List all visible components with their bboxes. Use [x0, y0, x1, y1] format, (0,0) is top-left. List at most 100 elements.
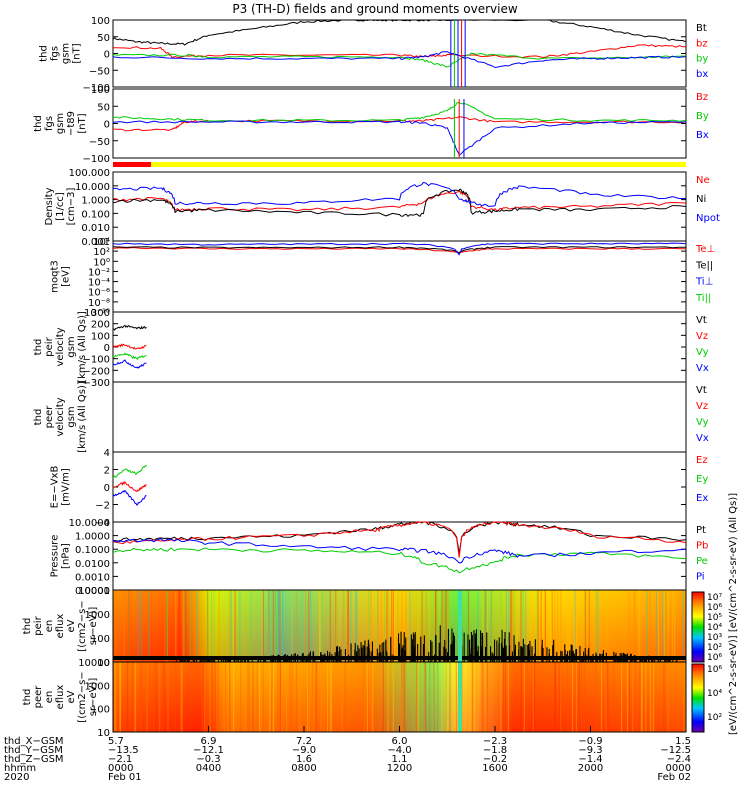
- spectrogram-streak: [291, 590, 293, 662]
- spectrogram-streak: [435, 590, 437, 662]
- spectrogram-streak: [455, 662, 457, 732]
- spectrogram-streak: [320, 590, 322, 662]
- series-p3-Npot: [112, 181, 686, 207]
- spectrogram-streak: [415, 662, 418, 732]
- spectrogram-streak: [600, 662, 603, 732]
- spectrogram-streak: [480, 662, 483, 732]
- ytick-p1: 50: [97, 33, 110, 44]
- colorbar-tick: 10⁷: [707, 593, 722, 603]
- series-p2-By: [112, 101, 687, 122]
- spectrogram-streak: [639, 662, 641, 732]
- ytick-p8: 0.0001: [75, 586, 110, 597]
- spectrogram-streak: [372, 662, 374, 732]
- spectrogram-streak: [645, 662, 647, 732]
- spectrogram-streak: [432, 662, 435, 732]
- spectrogram-streak: [505, 590, 508, 662]
- spectrogram-streak: [185, 590, 187, 662]
- spectrogram-streak: [597, 590, 599, 662]
- ytick-p8: 1.0000: [75, 532, 110, 543]
- ylabel-p5: gsm: [66, 336, 77, 357]
- spectrogram-streak: [189, 590, 191, 662]
- spectrogram-noise: [420, 636, 422, 662]
- spectrogram-streak: [289, 662, 291, 732]
- spectrogram-streak: [651, 662, 653, 732]
- spectrogram-streak: [296, 590, 298, 662]
- spectrogram-shade: [113, 662, 686, 732]
- spectrogram-noise: [413, 646, 415, 662]
- spectrogram-streak: [203, 662, 205, 732]
- ytick-p4: 10²: [93, 247, 110, 258]
- colorbar-label: [eV/(cm^2-s-sr-eV)] [eV/(cm^2-s-sr-eV) (…: [728, 493, 739, 735]
- spectrogram-streak: [486, 590, 488, 662]
- spectrogram-streak: [567, 590, 569, 662]
- ylabel-p9: peir: [33, 615, 44, 635]
- spectrogram-streak: [595, 662, 597, 732]
- spectrogram-streak: [551, 590, 553, 662]
- ytick-p4: 10⁻⁶: [88, 288, 110, 299]
- series-p5-Vz: [112, 343, 147, 350]
- spectrogram-streak: [484, 590, 486, 662]
- spectrogram-streak: [166, 590, 168, 662]
- spectrogram-streak: [559, 662, 562, 732]
- footer-row-label: thd_Z−GSM: [4, 754, 64, 765]
- spectrogram-streak: [280, 662, 282, 732]
- spectrogram-streak: [447, 590, 449, 662]
- spectrogram-streak: [417, 662, 419, 732]
- spectrogram-streak: [149, 662, 151, 732]
- spectrogram-streak: [413, 662, 415, 732]
- spectrogram-noise: [422, 644, 424, 662]
- spectrogram-streak: [665, 590, 667, 662]
- spectrogram-streak: [295, 662, 298, 732]
- series-p4-Ti⊥: [112, 242, 687, 256]
- spectrogram-streak: [419, 662, 421, 732]
- spectrogram-noise: [485, 647, 487, 662]
- spectrogram-streak: [485, 590, 487, 662]
- spectrogram-streak: [140, 662, 142, 732]
- spectrogram-streak: [584, 590, 586, 662]
- footer-value-z: −0.3: [196, 754, 220, 765]
- spectrogram-noise: [570, 644, 572, 662]
- spectrogram-streak: [447, 662, 449, 732]
- spectrogram-streak: [382, 662, 384, 732]
- spectrogram-streak: [119, 662, 121, 732]
- ylabel-p10: [(cm2−s−: [77, 671, 88, 722]
- spectrogram-streak: [134, 662, 137, 732]
- spectrogram-streak: [326, 662, 329, 732]
- spectrogram-streak: [520, 590, 522, 662]
- spectrogram-streak: [370, 662, 372, 732]
- spectrogram-streak: [658, 590, 660, 662]
- spectrogram-streak: [525, 590, 527, 662]
- spectrogram-streak: [404, 662, 406, 732]
- spectrogram-streak: [433, 662, 435, 732]
- spectrogram-streak: [272, 590, 274, 662]
- spectrogram-streak: [423, 662, 426, 732]
- spectrogram-streak: [540, 590, 542, 662]
- spectrogram-streak: [217, 662, 219, 732]
- spectrogram-streak: [667, 662, 669, 732]
- spectrogram-noise: [371, 641, 373, 662]
- spectrogram-streak: [402, 662, 404, 732]
- spectrogram-streak: [442, 590, 444, 662]
- legend-p5: Vz: [696, 331, 708, 342]
- ytick-p7: −2: [95, 501, 110, 512]
- spectrogram-streak: [308, 662, 310, 732]
- footer-value-y: −1.8: [483, 745, 507, 756]
- spectrogram-crossing: [457, 662, 462, 732]
- spectrogram-streak: [628, 590, 630, 662]
- spectrogram-streak: [634, 590, 636, 662]
- footer-value-t: 0000: [108, 763, 133, 774]
- legend-p7: Ex: [696, 493, 708, 504]
- spectrogram-noise: [447, 628, 449, 662]
- spectrogram-streak: [544, 590, 546, 662]
- spectrogram-streak: [510, 590, 512, 662]
- series-p8-Pb: [112, 521, 687, 558]
- ytick-p5: 200: [91, 320, 110, 331]
- spectrogram-streak: [233, 662, 235, 732]
- spectrogram-noise: [486, 632, 488, 662]
- spectrogram-noise: [575, 649, 577, 662]
- spectrogram-streak: [469, 662, 471, 732]
- spectrogram-streak: [425, 590, 427, 662]
- series-p4-Te⊥: [112, 246, 686, 254]
- spectrogram-streak: [175, 590, 177, 662]
- spectrogram-streak: [232, 590, 234, 662]
